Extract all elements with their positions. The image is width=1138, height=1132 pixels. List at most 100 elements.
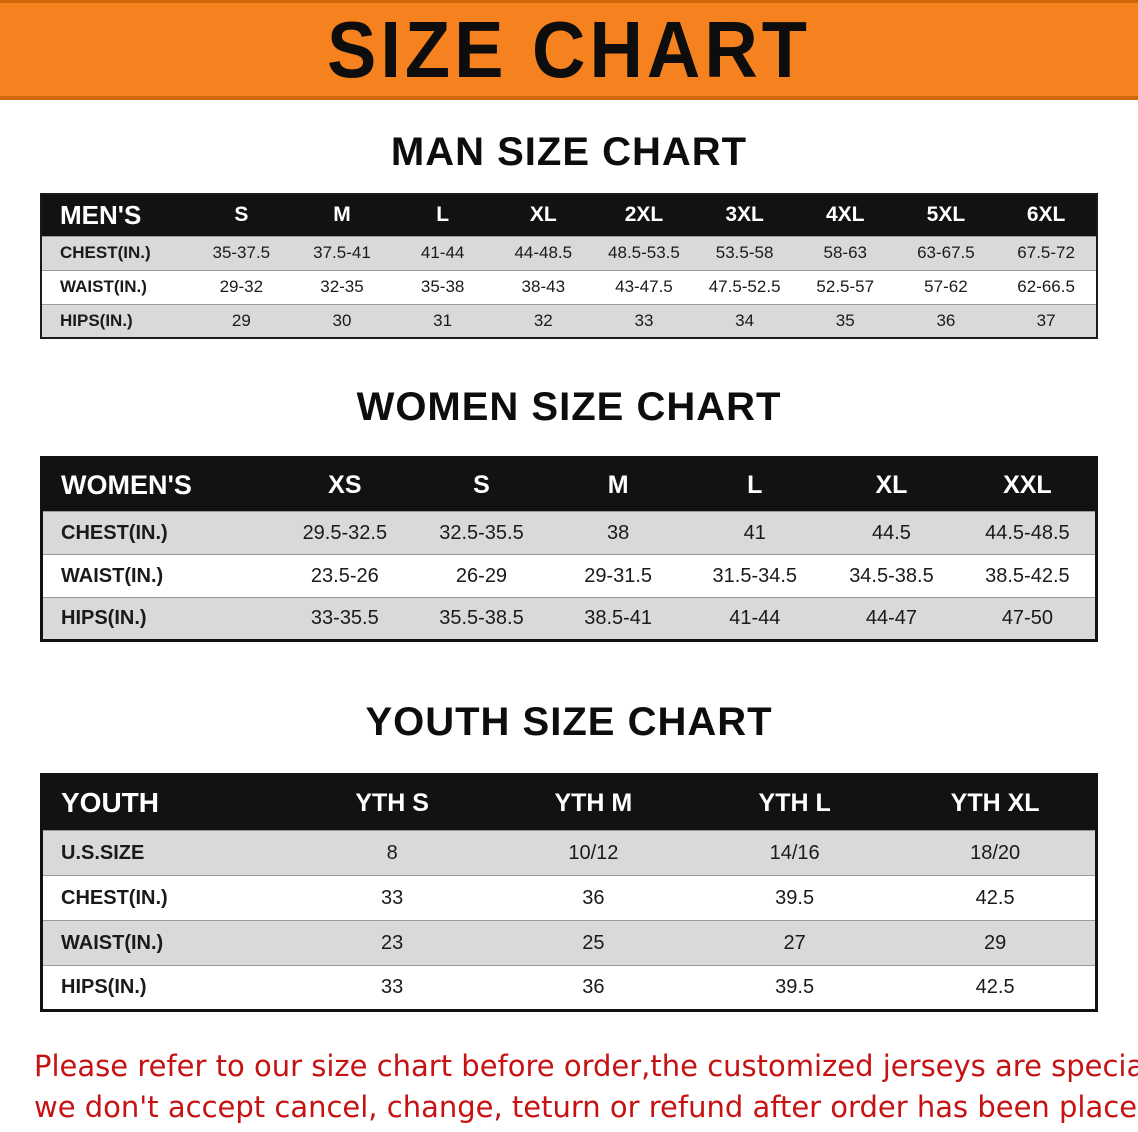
section-men: MAN SIZE CHART MEN'S S M L XL 2XL 3XL 4XL 5XL 6XL… bbox=[0, 130, 1138, 339]
youth-table-header-row: YOUTH YTH S YTH M YTH L YTH XL bbox=[41, 774, 1097, 831]
size-value: 31.5-34.5 bbox=[686, 554, 824, 598]
measurement-row: CHEST(IN.) 35-37.5 37.5-41 41-44 44-48.5 48.5… bbox=[41, 235, 1097, 270]
size-value: 38 bbox=[549, 511, 687, 555]
size-column-header: 6XL bbox=[996, 194, 1097, 236]
women-table-label: WOMEN'S bbox=[41, 457, 277, 512]
measurement-row: HIPS(IN.) 29 30 31 32 33 34 35 36 37 bbox=[41, 303, 1097, 338]
size-value: 27 bbox=[694, 920, 896, 966]
youth-size-table: YOUTH YTH S YTH M YTH L YTH XL U.S.SIZE 8 10/12… bbox=[40, 773, 1098, 1012]
size-value: 48.5-53.5 bbox=[593, 235, 695, 270]
size-value: 23 bbox=[291, 920, 493, 966]
size-value: 41-44 bbox=[392, 235, 493, 270]
size-column-header: XXL bbox=[959, 457, 1097, 512]
size-value: 44-48.5 bbox=[492, 235, 594, 270]
size-column-header: YTH XL bbox=[895, 774, 1097, 831]
measurement-row: U.S.SIZE 8 10/12 14/16 18/20 bbox=[41, 830, 1097, 876]
row-label: HIPS(IN.) bbox=[41, 597, 277, 641]
size-value: 38-43 bbox=[492, 269, 594, 304]
size-column-header: XL bbox=[823, 457, 960, 512]
size-column-header: M bbox=[549, 457, 687, 512]
section-women: WOMEN SIZE CHART WOMEN'S XS S M L XL XXL CHEST(… bbox=[0, 385, 1138, 642]
banner: SIZE CHART bbox=[0, 0, 1138, 100]
size-column-header: XS bbox=[276, 457, 414, 512]
row-label: CHEST(IN.) bbox=[41, 511, 277, 555]
size-value: 62-66.5 bbox=[996, 269, 1097, 304]
notice-line-1: Please refer to our size chart before or… bbox=[34, 1049, 1138, 1083]
size-column-header: L bbox=[686, 457, 824, 512]
measurement-row: CHEST(IN.) 33 36 39.5 42.5 bbox=[41, 875, 1097, 921]
size-value: 14/16 bbox=[694, 830, 896, 876]
size-column-header: 2XL bbox=[593, 194, 695, 236]
men-size-table: MEN'S S M L XL 2XL 3XL 4XL 5XL 6XL CHEST(IN.) 35-37… bbox=[40, 193, 1098, 339]
size-value: 37 bbox=[996, 303, 1097, 338]
size-column-header: YTH L bbox=[694, 774, 896, 831]
size-value: 38.5-42.5 bbox=[959, 554, 1097, 598]
section-heading-youth: YOUTH SIZE CHART bbox=[365, 700, 773, 744]
row-label: WAIST(IN.) bbox=[41, 920, 292, 966]
size-column-header: XL bbox=[492, 194, 594, 236]
size-column-header: S bbox=[191, 194, 292, 236]
row-label: HIPS(IN.) bbox=[41, 965, 292, 1011]
men-table-label: MEN'S bbox=[41, 194, 191, 236]
size-value: 33 bbox=[291, 875, 493, 921]
measurement-row: HIPS(IN.) 33 36 39.5 42.5 bbox=[41, 965, 1097, 1011]
size-value: 32 bbox=[492, 303, 594, 338]
measurement-row: CHEST(IN.) 29.5-32.5 32.5-35.5 38 41 44.5 44.5… bbox=[41, 511, 1097, 555]
size-column-header: YTH M bbox=[492, 774, 694, 831]
row-label: CHEST(IN.) bbox=[41, 875, 292, 921]
size-value: 41-44 bbox=[686, 597, 824, 641]
notice-line-2: we don't accept cancel, change, teturn o… bbox=[34, 1089, 1138, 1124]
size-value: 29-31.5 bbox=[549, 554, 687, 598]
size-value: 35.5-38.5 bbox=[413, 597, 550, 641]
page-title: SIZE CHART bbox=[327, 4, 811, 95]
section-youth: YOUTH SIZE CHART YOUTH YTH S YTH M YTH L YTH… bbox=[0, 700, 1138, 1012]
size-value: 33-35.5 bbox=[276, 597, 414, 641]
size-value: 18/20 bbox=[895, 830, 1097, 876]
size-value: 29 bbox=[191, 303, 292, 338]
size-value: 36 bbox=[492, 965, 694, 1011]
size-value: 23.5-26 bbox=[276, 554, 414, 598]
size-column-header: 5XL bbox=[895, 194, 997, 236]
size-value: 35-38 bbox=[392, 269, 493, 304]
size-value: 52.5-57 bbox=[794, 269, 896, 304]
size-value: 33 bbox=[291, 965, 493, 1011]
measurement-row: HIPS(IN.) 33-35.5 35.5-38.5 38.5-41 41-44 44-… bbox=[41, 597, 1097, 641]
size-value: 32.5-35.5 bbox=[413, 511, 550, 555]
measurement-row: WAIST(IN.) 23.5-26 26-29 29-31.5 31.5-34.5 34… bbox=[41, 554, 1097, 598]
size-value: 57-62 bbox=[895, 269, 997, 304]
size-value: 42.5 bbox=[895, 875, 1097, 921]
section-heading-men: MAN SIZE CHART bbox=[390, 130, 748, 174]
size-value: 29 bbox=[895, 920, 1097, 966]
size-value: 44-47 bbox=[823, 597, 960, 641]
size-value: 29.5-32.5 bbox=[276, 511, 414, 555]
size-value: 25 bbox=[492, 920, 694, 966]
size-value: 44.5-48.5 bbox=[959, 511, 1097, 555]
size-column-header: M bbox=[291, 194, 393, 236]
size-column-header: 3XL bbox=[694, 194, 795, 236]
size-value: 58-63 bbox=[794, 235, 896, 270]
size-value: 36 bbox=[492, 875, 694, 921]
measurement-row: WAIST(IN.) 29-32 32-35 35-38 38-43 43-47.5 47.… bbox=[41, 269, 1097, 304]
size-value: 39.5 bbox=[694, 875, 896, 921]
size-value: 31 bbox=[392, 303, 493, 338]
row-label: HIPS(IN.) bbox=[41, 303, 191, 338]
row-label: U.S.SIZE bbox=[41, 830, 292, 876]
size-value: 34.5-38.5 bbox=[823, 554, 960, 598]
size-value: 47-50 bbox=[959, 597, 1097, 641]
size-value: 29-32 bbox=[191, 269, 292, 304]
footer-notice: Please refer to our size chart before or… bbox=[0, 1046, 1138, 1127]
size-value: 26-29 bbox=[413, 554, 550, 598]
size-value: 8 bbox=[291, 830, 493, 876]
size-column-header: YTH S bbox=[291, 774, 493, 831]
row-label: CHEST(IN.) bbox=[41, 235, 191, 270]
size-value: 34 bbox=[694, 303, 795, 338]
size-value: 53.5-58 bbox=[694, 235, 795, 270]
men-table-header-row: MEN'S S M L XL 2XL 3XL 4XL 5XL 6XL bbox=[41, 194, 1097, 236]
section-heading-women: WOMEN SIZE CHART bbox=[356, 385, 782, 429]
size-value: 38.5-41 bbox=[549, 597, 687, 641]
size-value: 36 bbox=[895, 303, 997, 338]
size-value: 42.5 bbox=[895, 965, 1097, 1011]
size-value: 32-35 bbox=[291, 269, 393, 304]
size-value: 39.5 bbox=[694, 965, 896, 1011]
